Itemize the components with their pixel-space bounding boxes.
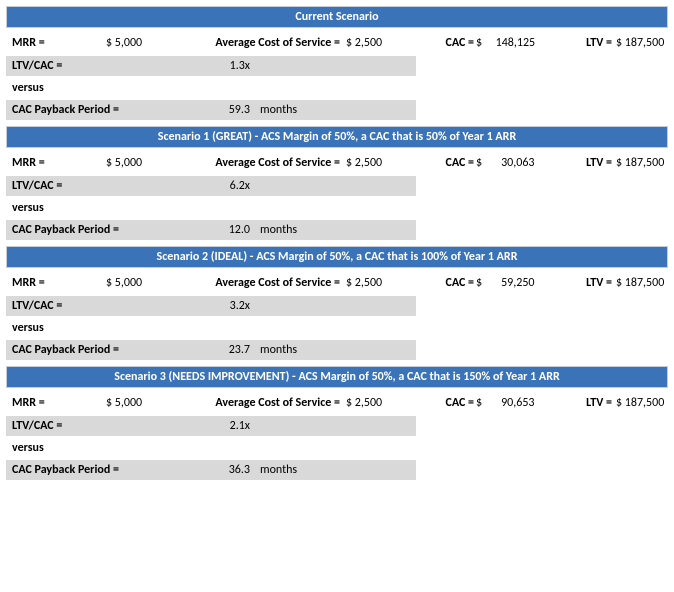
scenario-header: Current Scenario	[6, 6, 668, 28]
acs-label: Average Cost of Service =	[196, 396, 346, 410]
ratio-block: LTV/CAC =2.1xversusCAC Payback Period =3…	[6, 416, 416, 480]
cac-label: CAC =	[416, 396, 476, 410]
payback-unit: months	[256, 103, 416, 117]
cac-label: CAC =	[416, 36, 476, 50]
payback-row: CAC Payback Period =23.7months	[6, 340, 416, 360]
mrr-label: MRR =	[6, 36, 106, 50]
mrr-label: MRR =	[6, 156, 106, 170]
ltv-cac-value: 1.3x	[196, 59, 256, 73]
payback-value: 36.3	[196, 463, 256, 477]
payback-label: CAC Payback Period =	[6, 103, 196, 117]
ltv-cac-row: LTV/CAC =2.1x	[6, 416, 416, 436]
versus-label: versus	[6, 76, 416, 100]
payback-unit: months	[256, 343, 416, 357]
metrics-row: MRR =$ 5,000Average Cost of Service =$ 2…	[6, 388, 668, 416]
ltv-cac-row: LTV/CAC =3.2x	[6, 296, 416, 316]
mrr-label: MRR =	[6, 276, 106, 290]
acs-value: $ 2,500	[346, 396, 416, 410]
cac-value: $ 148,125	[476, 36, 566, 50]
scenario-header: Scenario 3 (NEEDS IMPROVEMENT) - ACS Mar…	[6, 366, 668, 388]
ratio-block: LTV/CAC =1.3xversusCAC Payback Period =5…	[6, 56, 416, 120]
payback-value: 23.7	[196, 343, 256, 357]
versus-label: versus	[6, 196, 416, 220]
ltv-cac-row: LTV/CAC =1.3x	[6, 56, 416, 76]
cac-label: CAC =	[416, 276, 476, 290]
ltv-value: $ 187,500	[616, 36, 674, 50]
ltv-label: LTV =	[566, 156, 616, 170]
ltv-cac-value: 3.2x	[196, 299, 256, 313]
payback-value: 12.0	[196, 223, 256, 237]
ltv-value: $ 187,500	[616, 276, 674, 290]
payback-unit: months	[256, 463, 416, 477]
mrr-label: MRR =	[6, 396, 106, 410]
cac-value: $ 59,250	[476, 276, 566, 290]
ratio-block: LTV/CAC =3.2xversusCAC Payback Period =2…	[6, 296, 416, 360]
ltv-cac-value: 6.2x	[196, 179, 256, 193]
scenario-header: Scenario 2 (IDEAL) - ACS Margin of 50%, …	[6, 246, 668, 268]
payback-unit: months	[256, 223, 416, 237]
acs-label: Average Cost of Service =	[196, 36, 346, 50]
ltv-cac-row: LTV/CAC =6.2x	[6, 176, 416, 196]
metrics-row: MRR =$ 5,000Average Cost of Service =$ 2…	[6, 28, 668, 56]
ltv-label: LTV =	[566, 396, 616, 410]
ltv-label: LTV =	[566, 36, 616, 50]
scenario-block: Scenario 1 (GREAT) - ACS Margin of 50%, …	[6, 126, 668, 240]
mrr-value: $ 5,000	[106, 36, 196, 50]
cac-label: CAC =	[416, 156, 476, 170]
acs-value: $ 2,500	[346, 156, 416, 170]
ltv-value: $ 187,500	[616, 156, 674, 170]
cac-value: $ 30,063	[476, 156, 566, 170]
mrr-value: $ 5,000	[106, 396, 196, 410]
versus-label: versus	[6, 316, 416, 340]
scenario-block: Current ScenarioMRR =$ 5,000Average Cost…	[6, 6, 668, 120]
mrr-value: $ 5,000	[106, 156, 196, 170]
acs-value: $ 2,500	[346, 276, 416, 290]
acs-label: Average Cost of Service =	[196, 156, 346, 170]
ltv-cac-label: LTV/CAC =	[6, 179, 196, 193]
payback-row: CAC Payback Period =36.3months	[6, 460, 416, 480]
scenario-block: Scenario 3 (NEEDS IMPROVEMENT) - ACS Mar…	[6, 366, 668, 480]
metrics-row: MRR =$ 5,000Average Cost of Service =$ 2…	[6, 148, 668, 176]
scenario-header: Scenario 1 (GREAT) - ACS Margin of 50%, …	[6, 126, 668, 148]
ltv-label: LTV =	[566, 276, 616, 290]
scenario-block: Scenario 2 (IDEAL) - ACS Margin of 50%, …	[6, 246, 668, 360]
acs-label: Average Cost of Service =	[196, 276, 346, 290]
versus-label: versus	[6, 436, 416, 460]
metrics-row: MRR =$ 5,000Average Cost of Service =$ 2…	[6, 268, 668, 296]
payback-label: CAC Payback Period =	[6, 343, 196, 357]
ltv-cac-label: LTV/CAC =	[6, 299, 196, 313]
ltv-cac-label: LTV/CAC =	[6, 59, 196, 73]
payback-row: CAC Payback Period =12.0months	[6, 220, 416, 240]
mrr-value: $ 5,000	[106, 276, 196, 290]
payback-value: 59.3	[196, 103, 256, 117]
ltv-cac-label: LTV/CAC =	[6, 419, 196, 433]
ltv-value: $ 187,500	[616, 396, 674, 410]
payback-label: CAC Payback Period =	[6, 223, 196, 237]
ratio-block: LTV/CAC =6.2xversusCAC Payback Period =1…	[6, 176, 416, 240]
payback-row: CAC Payback Period =59.3months	[6, 100, 416, 120]
acs-value: $ 2,500	[346, 36, 416, 50]
ltv-cac-value: 2.1x	[196, 419, 256, 433]
cac-value: $ 90,653	[476, 396, 566, 410]
payback-label: CAC Payback Period =	[6, 463, 196, 477]
